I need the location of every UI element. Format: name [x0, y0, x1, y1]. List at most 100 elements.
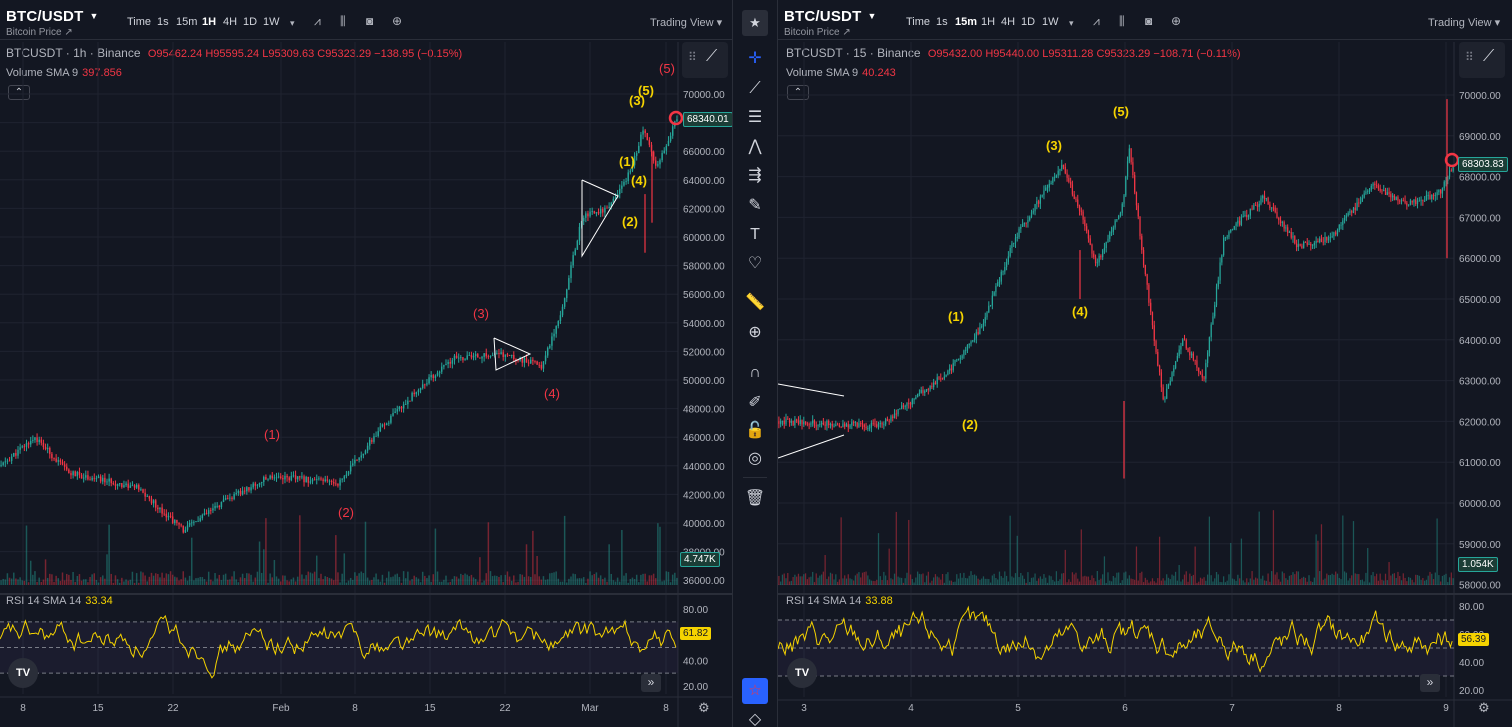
price-tick-label: 48000.00	[683, 405, 725, 416]
candle-body	[820, 422, 823, 424]
prediction-icon[interactable]: ⇶	[748, 167, 762, 184]
candle-body	[296, 476, 299, 480]
volume-bar	[863, 572, 865, 585]
right-symbol-subtitle[interactable]: Bitcoin Price ↗	[784, 27, 851, 38]
trash-icon[interactable]: 🗑	[744, 490, 766, 507]
volume-bar	[785, 578, 787, 585]
left-tf-1d[interactable]: 1D	[243, 16, 258, 28]
right-settings-gear-icon[interactable]: ⚙	[1478, 700, 1490, 715]
left-tf-1w[interactable]: 1W	[263, 16, 280, 28]
lock-icon[interactable]: 🔓	[745, 422, 765, 439]
right-chart-type-icon[interactable]: ⫼	[1119, 14, 1125, 28]
right-tf-time[interactable]: Time	[906, 16, 931, 28]
candle-body	[299, 476, 301, 478]
eye-icon[interactable]: ◎	[748, 450, 762, 467]
right-tradingview-link[interactable]: Trading View ▾	[1428, 17, 1501, 29]
candle-body	[407, 400, 409, 405]
horizontal-lines-icon[interactable]: ☰	[747, 109, 763, 126]
candle-body	[186, 525, 189, 530]
volume-bar	[1320, 524, 1323, 585]
favorite-star-icon[interactable]: ☆	[742, 678, 768, 704]
left-interval-dropdown-icon[interactable]: ▾	[290, 18, 295, 28]
volume-bar	[152, 575, 155, 585]
candle-body	[922, 389, 924, 394]
candle-body	[1440, 190, 1442, 194]
lock-drawing-icon[interactable]: ✐	[748, 394, 762, 411]
pattern-icon[interactable]: ⋀	[748, 138, 762, 155]
candle-body	[1162, 387, 1164, 400]
right-tf-1w[interactable]: 1W	[1042, 16, 1059, 28]
left-tf-15m[interactable]: 15m	[176, 16, 198, 28]
right-collapse-legend-button[interactable]: ⌃	[787, 85, 809, 100]
zoom-icon[interactable]: ⊕	[748, 324, 762, 341]
right-tf-1h[interactable]: 1H	[981, 16, 996, 28]
right-drawing-shortcut-button[interactable]: ⠿ ⟋	[1459, 42, 1505, 78]
candle-body	[1365, 191, 1367, 194]
trend-line-icon[interactable]: ⟋	[749, 80, 761, 97]
right-tf-4h[interactable]: 4H	[1001, 16, 1016, 28]
left-tf-4h[interactable]: 4H	[223, 16, 238, 28]
candle-body	[193, 521, 195, 523]
layers-icon[interactable]: ◇	[748, 711, 762, 727]
right-indicators-icon[interactable]: ⩘	[1093, 14, 1100, 28]
brush-icon[interactable]: ✎	[748, 197, 762, 214]
candle-body	[806, 423, 808, 425]
left-tf-time[interactable]: Time	[127, 16, 152, 28]
heart-icon[interactable]: ♡	[747, 255, 763, 272]
right-add-icon[interactable]: ⊕	[1171, 14, 1182, 28]
left-scroll-to-realtime-button[interactable]: »	[641, 674, 661, 692]
volume-bar	[491, 576, 494, 585]
right-tf-15m[interactable]: 15m	[955, 16, 978, 28]
left-drawing-shortcut-button[interactable]: ⠿ ⟋	[682, 42, 728, 78]
volume-bar	[1445, 573, 1447, 585]
right-tf-1s[interactable]: 1s	[936, 16, 948, 28]
volume-bar	[417, 578, 420, 585]
volume-bar	[920, 574, 922, 585]
candle-body	[466, 355, 468, 360]
candle-body	[157, 507, 159, 510]
left-tradingview-link[interactable]: Trading View ▾	[650, 17, 723, 29]
candle-body	[381, 424, 384, 427]
left-symbol-selector[interactable]: BTC/USDT ▼	[6, 8, 99, 25]
right-tf-1d[interactable]: 1D	[1021, 16, 1036, 28]
candle-body	[1409, 200, 1412, 205]
right-snapshot-icon[interactable]: ◙	[1145, 14, 1153, 28]
left-chart-type-icon[interactable]: ⫼	[340, 14, 346, 28]
volume-bar	[865, 571, 867, 585]
right-scroll-to-realtime-button[interactable]: »	[1420, 674, 1440, 692]
candle-body	[311, 479, 314, 482]
right-interval-dropdown-icon[interactable]: ▾	[1069, 18, 1074, 28]
left-settings-gear-icon[interactable]: ⚙	[698, 700, 710, 715]
crosshair-icon[interactable]: ✛	[748, 50, 762, 67]
volume-bar	[970, 571, 972, 585]
magnet-icon[interactable]: ∩	[749, 364, 761, 381]
volume-bar	[1413, 582, 1415, 585]
right-chart-canvas[interactable]: 70000.0069000.0068000.0067000.0066000.00…	[778, 0, 1512, 727]
right-symbol-selector[interactable]: BTC/USDT ▼	[784, 8, 877, 25]
tradingview-logo[interactable]: TV	[787, 658, 817, 688]
volume-bar	[1269, 581, 1271, 585]
favorites-icon[interactable]: ★	[742, 10, 768, 36]
ruler-icon[interactable]: 📏	[745, 294, 765, 311]
left-snapshot-icon[interactable]: ◙	[366, 14, 374, 28]
left-indicators-icon[interactable]: ⩘	[314, 14, 321, 28]
volume-bar	[1448, 577, 1451, 585]
candle-body	[883, 424, 885, 426]
left-tf-1s[interactable]: 1s	[157, 16, 169, 28]
candle-body	[1150, 302, 1152, 312]
candle-body	[265, 477, 267, 480]
left-collapse-legend-button[interactable]: ⌃	[8, 85, 30, 100]
volume-bar	[797, 573, 800, 585]
candle-body	[638, 145, 640, 154]
tradingview-logo[interactable]: TV	[8, 658, 38, 688]
candle-body	[1148, 284, 1150, 303]
volume-bar	[1242, 580, 1244, 585]
volume-bar	[250, 574, 252, 585]
left-symbol-subtitle[interactable]: Bitcoin Price ↗	[6, 27, 73, 38]
volume-bar	[555, 571, 557, 585]
left-chart-canvas[interactable]: 70000.0068000.0066000.0064000.0062000.00…	[0, 0, 732, 727]
text-icon[interactable]: T	[750, 226, 760, 243]
volume-bar	[1450, 572, 1452, 585]
left-tf-1h[interactable]: 1H	[202, 16, 217, 28]
left-add-icon[interactable]: ⊕	[392, 14, 403, 28]
